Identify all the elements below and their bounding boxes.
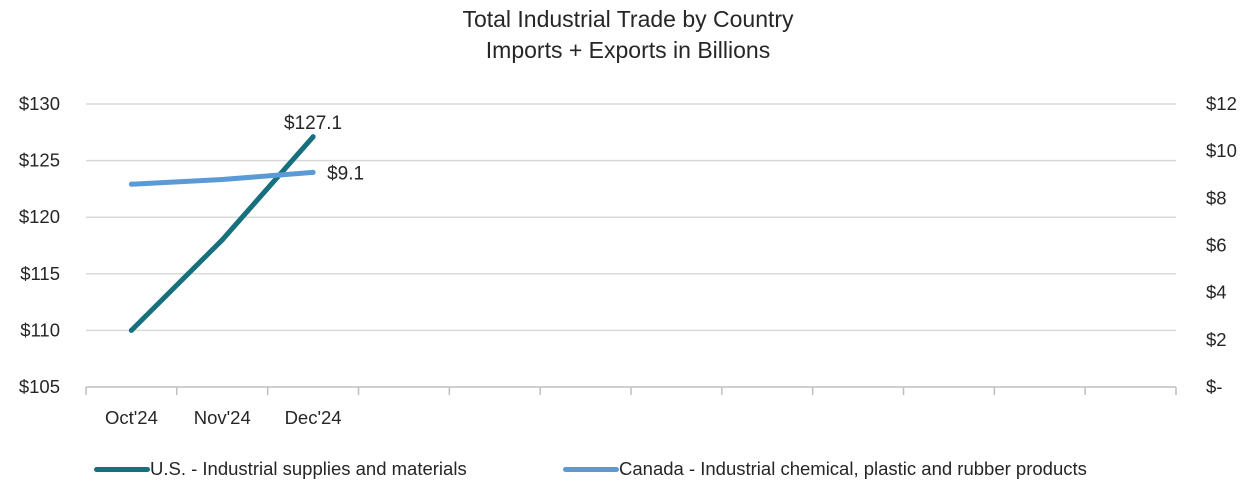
chart-legend: U.S. - Industrial supplies and materials… [0,456,1256,484]
legend-item-us: U.S. - Industrial supplies and materials [94,456,467,482]
y-right-tick-label: $6 [1206,235,1227,256]
data-point-canada [128,181,134,187]
y-left-tick-label: $110 [20,319,60,340]
series-line-us [128,134,316,333]
data-point-canada [219,176,225,182]
data-label-canada: $9.1 [327,163,364,184]
y-right-tick-label: $2 [1206,329,1227,350]
y-right-tick-label: $12 [1206,93,1237,114]
y-right-tick-label: $8 [1206,187,1227,208]
y-left-tick-label: $120 [19,206,60,227]
legend-item-canada: Canada - Industrial chemical, plastic an… [563,456,1087,482]
y-right-tick-label: $10 [1206,140,1237,161]
legend-swatch-canada [563,466,619,472]
y-left-tick-label: $115 [20,263,60,284]
y-left-tick-label: $130 [19,93,60,114]
x-tick-label: Nov'24 [194,407,251,428]
y-left-tick-label: $105 [19,376,60,397]
x-tick-label: Dec'24 [285,407,342,428]
chart-title-block: Total Industrial Trade by Country Import… [0,4,1256,66]
x-tick-label: Oct'24 [105,407,158,428]
y-left-tick-label: $125 [19,150,60,171]
data-point-us [219,237,225,243]
y-right-tick-label: $4 [1206,282,1227,303]
legend-label-us: U.S. - Industrial supplies and materials [150,458,467,479]
data-point-canada [310,169,316,175]
y-right-tick-label: $- [1206,376,1222,397]
data-point-us [128,327,134,333]
chart-title: Total Industrial Trade by Country [462,6,794,32]
legend-swatch-us [94,466,150,472]
legend-label-canada: Canada - Industrial chemical, plastic an… [619,458,1087,479]
data-point-us [310,134,316,140]
chart-subtitle: Imports + Exports in Billions [485,37,771,63]
data-label-us: $127.1 [284,113,342,134]
